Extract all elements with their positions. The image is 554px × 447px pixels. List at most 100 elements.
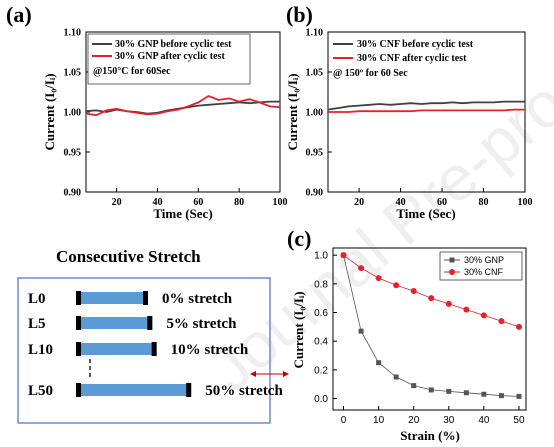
stretch-frame xyxy=(17,277,271,424)
stretch-title: Consecutive Stretch xyxy=(56,247,201,266)
chart-b: 0.90 0.95 1.00 1.05 1.10 20 40 60 80 100 30% CNF… xyxy=(285,28,533,222)
stretch-specimen-bar xyxy=(76,317,153,329)
stretch-specimen-bar xyxy=(76,292,148,304)
chart-b-legend-before: 30% CNF before cyclic test xyxy=(357,39,474,50)
stretch-row-text: 50% stretch xyxy=(205,383,283,399)
chart-c-point-gnp xyxy=(428,387,434,393)
chart-a-ylabel: Current (I₀/Iᵢ) xyxy=(42,73,57,150)
chart-c-point-cnf xyxy=(428,295,435,302)
chart-c-ytick-label: 1.0 xyxy=(314,251,328,262)
chart-c-x-ticks: 0 10 20 30 40 50 xyxy=(341,406,525,426)
chart-b-series xyxy=(327,100,525,113)
chart-c-ytick-label: 0.8 xyxy=(314,279,328,290)
chart-c-ytick-label: 0.0 xyxy=(314,394,328,405)
chart-b-ytick-label: 1.05 xyxy=(306,68,324,79)
chart-a-ytick-label: 0.95 xyxy=(64,148,82,159)
chart-c-point-gnp xyxy=(463,390,469,396)
panel-b-tag: (b) xyxy=(286,2,313,27)
chart-c-point-gnp xyxy=(358,328,364,334)
chart-c-ytick-label: 0.2 xyxy=(314,365,328,376)
chart-a-x-ticks: 20 40 60 80 100 xyxy=(112,188,288,208)
chart-b-xtick-label: 100 xyxy=(518,197,533,208)
chart-c-xtick-label: 40 xyxy=(478,415,490,426)
chart-c-point-cnf xyxy=(498,318,505,325)
chart-c-y-ticks: 0.0 0.2 0.4 0.6 0.8 1.0 xyxy=(314,251,337,405)
chart-c-legend-box xyxy=(439,251,523,281)
chart-a-legend-box xyxy=(87,33,251,85)
chart-c-ytick-label: 0.6 xyxy=(314,308,328,319)
chart-b-xtick-label: 40 xyxy=(396,197,406,208)
chart-a-ytick-label: 1.10 xyxy=(64,28,82,39)
chart-c-legend-cnf: 30% CNF xyxy=(464,267,504,277)
chart-c-point-gnp xyxy=(411,383,417,389)
stretch-clamp-right xyxy=(186,383,192,397)
chart-c-point-cnf xyxy=(358,265,365,272)
chart-c-point-gnp xyxy=(481,391,487,397)
stretch-clamp-right xyxy=(143,291,148,305)
chart-a-y-ticks: 0.90 0.95 1.00 1.05 1.10 xyxy=(64,28,90,199)
chart-b-ytick-label: 0.90 xyxy=(306,188,324,199)
chart-b-xtick-label: 60 xyxy=(437,197,447,208)
chart-a-series-line-1 xyxy=(85,94,281,117)
chart-c-ylabel: Current (I₀/Iᵢ) xyxy=(291,291,306,368)
chart-a-xlabel: Time (Sec) xyxy=(153,206,212,221)
chart-c-xtick-label: 0 xyxy=(341,415,347,426)
chart-a-xtick-label: 100 xyxy=(273,197,288,208)
stretch-specimen-bar xyxy=(76,384,192,396)
panel-a-tag: (a) xyxy=(6,2,32,27)
chart-c-point-cnf xyxy=(515,323,522,330)
chart-a-xtick-label: 80 xyxy=(234,197,244,208)
stretch-clamp-left xyxy=(76,291,81,305)
chart-a-condition: @150°C for 60Sec xyxy=(93,66,171,77)
arrow-head-left xyxy=(250,371,256,377)
stretch-clamp-left xyxy=(76,383,81,397)
chart-c-legend-marker-cnf xyxy=(449,269,455,275)
stretch-clamp-left xyxy=(76,316,81,330)
chart-c-frame xyxy=(332,247,527,411)
chart-c-point-gnp xyxy=(516,393,522,399)
chart-c-point-cnf xyxy=(393,282,400,289)
chart-c-legend-marker-gnp xyxy=(449,257,455,263)
chart-c-xtick-label: 10 xyxy=(373,415,385,426)
chart-a-ytick-label: 0.90 xyxy=(64,188,82,199)
chart-a-legend-before: 30% GNP before cyclic test xyxy=(115,39,232,50)
chart-b-condition: @ 150º for 60 Sec xyxy=(333,68,408,79)
chart-c-point-cnf xyxy=(480,312,487,319)
chart-a-ytick-label: 1.05 xyxy=(64,68,82,79)
stretch-clamp-right xyxy=(151,342,157,356)
chart-a-xtick-label: 20 xyxy=(112,197,122,208)
chart-a-legend-after: 30% GNP after cyclic test xyxy=(115,51,225,62)
chart-a: 0.90 0.95 1.00 1.05 1.10 20 40 60 80 100 30% GNP… xyxy=(42,28,288,222)
stretch-rows: L0 0% stretch L5 5% stretch L10 10% stretch L5… xyxy=(28,291,283,399)
stretch-row-label: L10 xyxy=(28,342,53,358)
stretch-clamp-left xyxy=(76,342,81,356)
chart-c: 0.0 0.2 0.4 0.6 0.8 1.0 0 10 20 30 40 50 30% GNP 3… xyxy=(291,247,527,443)
chart-c-point-cnf xyxy=(463,306,470,313)
chart-c-xtick-label: 30 xyxy=(443,415,455,426)
chart-c-point-cnf xyxy=(375,275,382,282)
arrow-head-right xyxy=(283,371,289,377)
chart-c-series xyxy=(340,252,522,399)
chart-c-point-gnp xyxy=(446,388,452,394)
stretch-row-text: 0% stretch xyxy=(162,291,233,307)
stretch-row-text: 10% stretch xyxy=(171,342,249,358)
chart-b-xtick-label: 20 xyxy=(354,197,364,208)
stretch-row-label: L0 xyxy=(28,291,46,307)
chart-b-ylabel: Current (I₀/Iᵢ) xyxy=(285,73,300,150)
chart-c-point-cnf xyxy=(445,300,452,307)
chart-b-legend-after: 30% CNF after cyclic test xyxy=(357,53,467,64)
chart-c-xtick-label: 50 xyxy=(513,415,525,426)
chart-b-x-ticks: 20 40 60 80 100 xyxy=(354,188,533,208)
chart-b-ytick-label: 0.95 xyxy=(306,148,324,159)
chart-c-point-gnp xyxy=(393,374,399,380)
panel-c-tag: (c) xyxy=(287,226,311,251)
chart-c-xlabel: Strain (%) xyxy=(400,428,460,443)
chart-b-xtick-label: 80 xyxy=(479,197,489,208)
chart-c-legend-gnp: 30% GNP xyxy=(464,255,504,265)
chart-a-xtick-label: 60 xyxy=(193,197,203,208)
chart-c-point-gnp xyxy=(376,360,382,366)
chart-a-ytick-label: 1.00 xyxy=(64,108,82,119)
chart-b-series-line-1 xyxy=(328,108,525,113)
chart-b-series-line-0 xyxy=(327,100,525,111)
